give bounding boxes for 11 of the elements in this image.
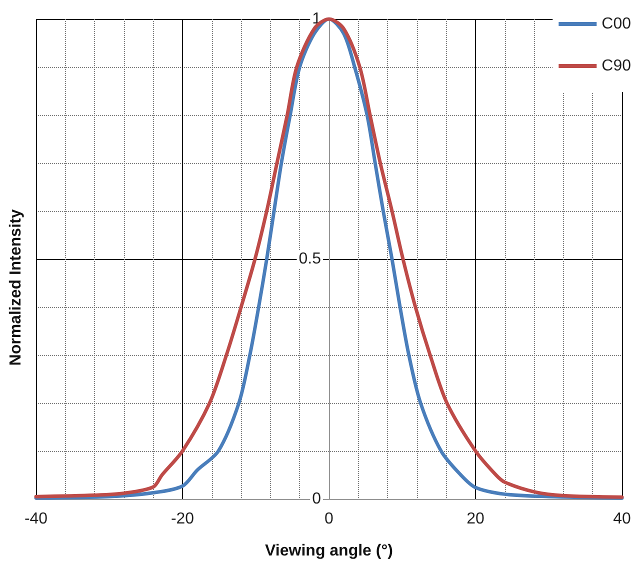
x-tick-label: 20 [466,510,484,528]
y-tick-label: 0 [312,490,322,508]
legend-label: C90 [602,58,632,74]
x-tick-label: -20 [170,510,194,528]
y-axis-title: Normalized Intensity [8,209,24,366]
y-tick-label: 0.5 [298,250,322,268]
x-tick-label: 40 [613,510,631,528]
x-axis-title: Viewing angle (°) [265,542,393,560]
x-tick-label: -40 [24,510,48,528]
x-tick-label: 0 [324,510,334,528]
legend-label: C00 [602,16,632,32]
